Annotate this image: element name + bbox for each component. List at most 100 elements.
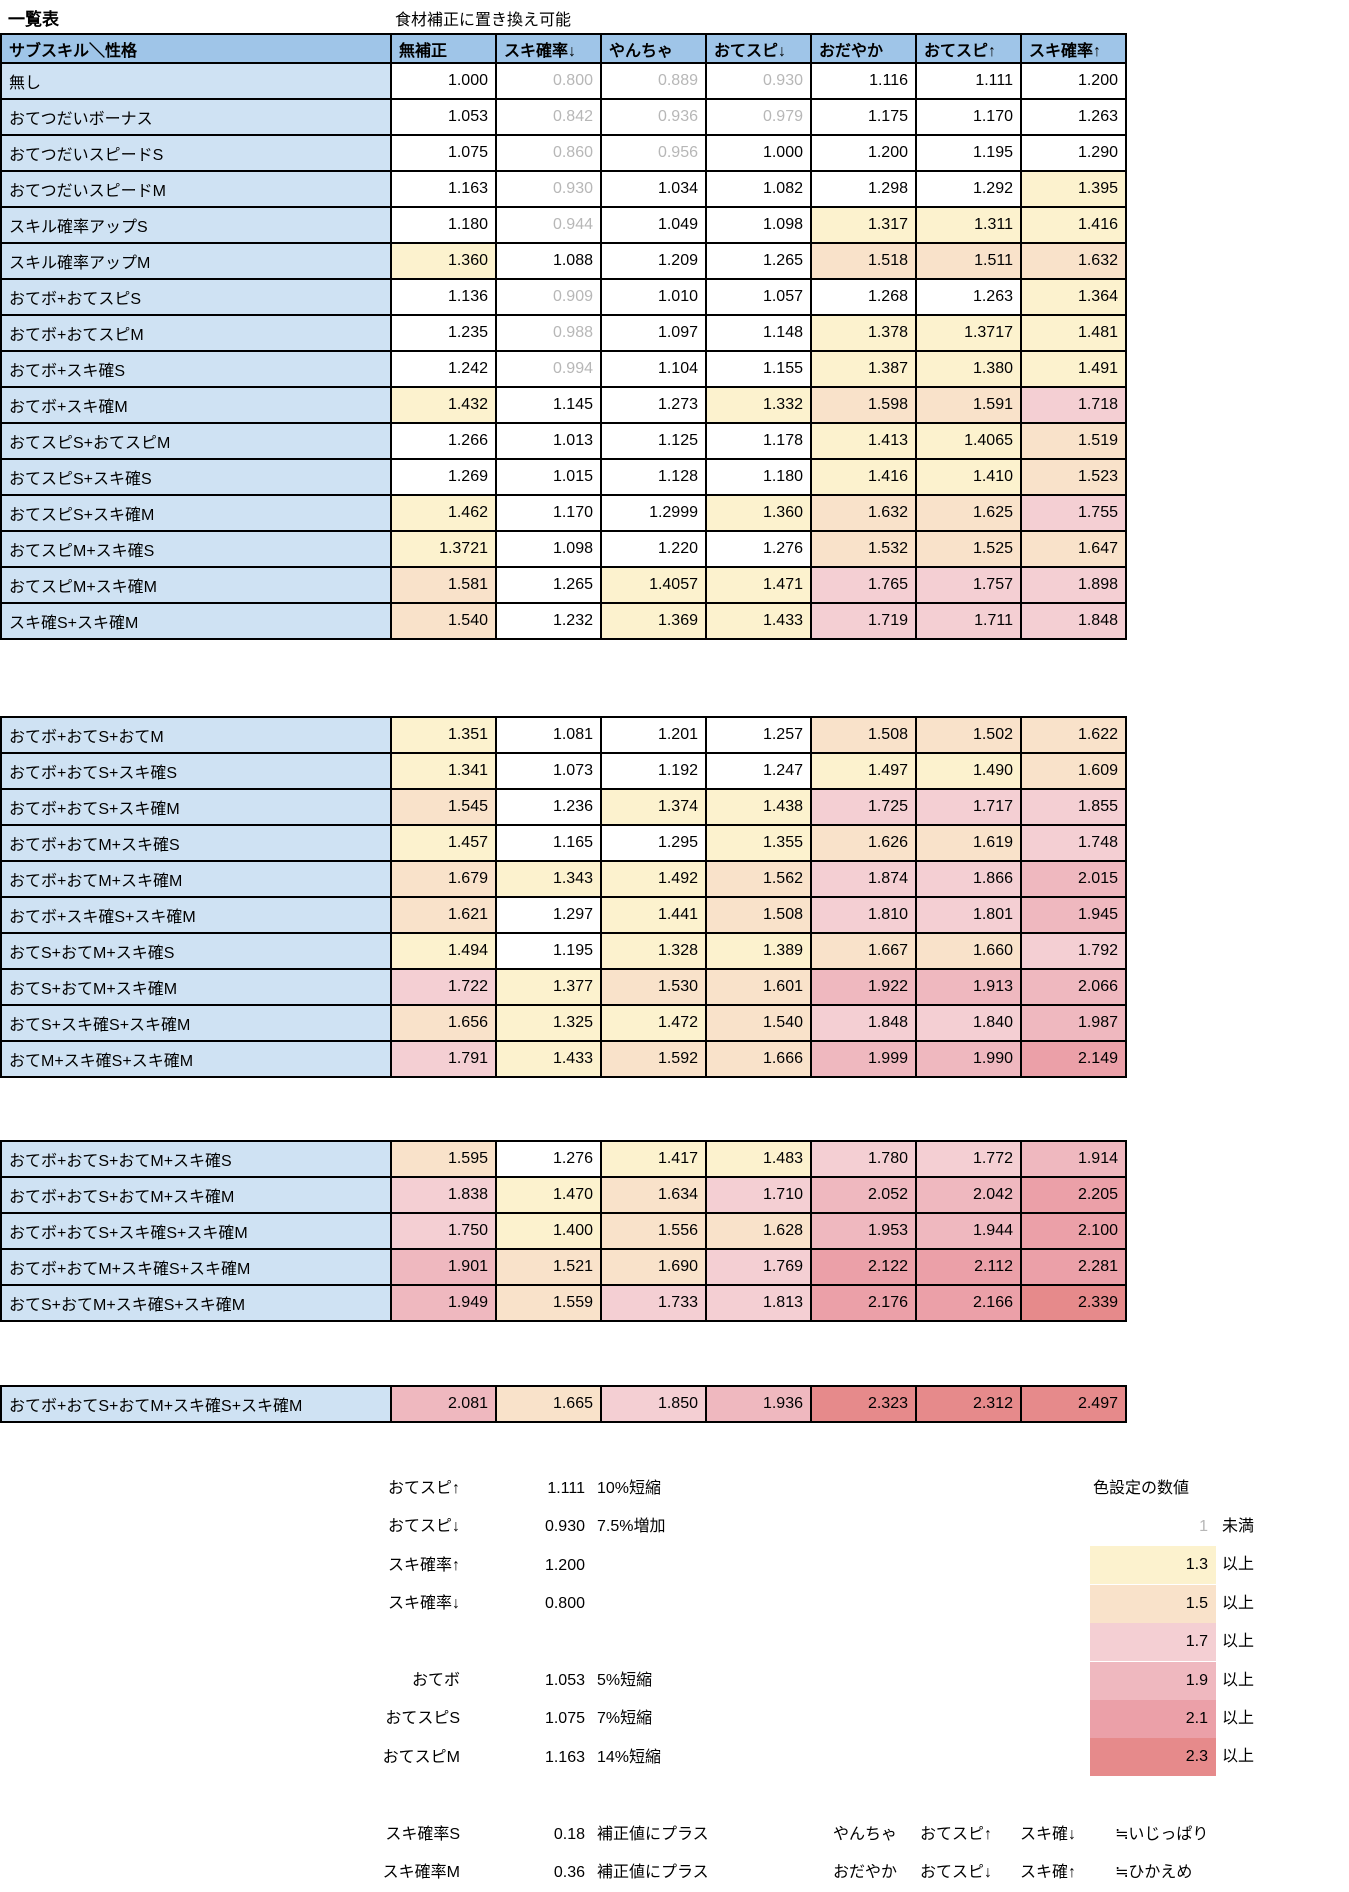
value-cell[interactable]: 1.311 (915, 206, 1022, 244)
value-cell[interactable]: 0.889 (600, 62, 707, 100)
row-label-cell[interactable]: おてスピM+スキ確M (0, 566, 392, 604)
value-cell[interactable]: 1.750 (390, 1212, 497, 1250)
value-cell[interactable]: 2.081 (390, 1385, 497, 1423)
row-label-cell[interactable]: おてつだいスピードM (0, 170, 392, 208)
value-cell[interactable]: 1.195 (915, 134, 1022, 172)
value-cell[interactable]: 1.332 (705, 386, 812, 424)
row-label-cell[interactable]: おてボ+おてスピM (0, 314, 392, 352)
value-cell[interactable]: 1.355 (705, 824, 812, 862)
value-cell[interactable]: 1.634 (600, 1176, 707, 1214)
value-cell[interactable]: 1.416 (810, 458, 917, 496)
value-cell[interactable]: 1.581 (390, 566, 497, 604)
value-cell[interactable]: 1.298 (810, 170, 917, 208)
value-cell[interactable]: 1.540 (705, 1004, 812, 1042)
value-cell[interactable]: 1.395 (1020, 170, 1127, 208)
value-cell[interactable]: 1.178 (705, 422, 812, 460)
value-cell[interactable]: 1.292 (915, 170, 1022, 208)
value-cell[interactable]: 1.780 (810, 1140, 917, 1178)
value-cell[interactable]: 1.343 (495, 860, 602, 898)
value-cell[interactable]: 1.380 (915, 350, 1022, 388)
column-header-cell[interactable]: おてスピ↑ (915, 33, 1022, 64)
value-cell[interactable]: 1.765 (810, 566, 917, 604)
value-cell[interactable]: 1.591 (915, 386, 1022, 424)
row-label-cell[interactable]: おてボ+おてスピS (0, 278, 392, 316)
value-cell[interactable]: 1.987 (1020, 1004, 1127, 1042)
value-cell[interactable]: 1.242 (390, 350, 497, 388)
value-cell[interactable]: 2.323 (810, 1385, 917, 1423)
row-label-cell[interactable]: おてボ+おてS+おてM+スキ確S+スキ確M (0, 1385, 392, 1423)
value-cell[interactable]: 0.930 (495, 170, 602, 208)
value-cell[interactable]: 1.999 (810, 1040, 917, 1078)
value-cell[interactable]: 1.125 (600, 422, 707, 460)
value-cell[interactable]: 2.205 (1020, 1176, 1127, 1214)
value-cell[interactable]: 1.656 (390, 1004, 497, 1042)
value-cell[interactable]: 1.898 (1020, 566, 1127, 604)
value-cell[interactable]: 1.098 (705, 206, 812, 244)
value-cell[interactable]: 1.559 (495, 1284, 602, 1322)
column-header-cell[interactable]: スキ確率↓ (495, 33, 602, 64)
value-cell[interactable]: 1.755 (1020, 494, 1127, 532)
value-cell[interactable]: 1.098 (495, 530, 602, 568)
value-cell[interactable]: 1.236 (495, 788, 602, 826)
value-cell[interactable]: 1.690 (600, 1248, 707, 1286)
value-cell[interactable]: 0.909 (495, 278, 602, 316)
value-cell[interactable]: 1.866 (915, 860, 1022, 898)
value-cell[interactable]: 2.281 (1020, 1248, 1127, 1286)
value-cell[interactable]: 1.209 (600, 242, 707, 280)
value-cell[interactable]: 1.945 (1020, 896, 1127, 934)
row-label-cell[interactable]: おてS+おてM+スキ確S (0, 932, 392, 970)
row-label-cell[interactable]: おてスピS+スキ確S (0, 458, 392, 496)
value-cell[interactable]: 1.508 (810, 716, 917, 754)
value-cell[interactable]: 0.956 (600, 134, 707, 172)
value-cell[interactable]: 1.400 (495, 1212, 602, 1250)
value-cell[interactable]: 1.4065 (915, 422, 1022, 460)
row-label-cell[interactable]: おてスピS+おてスピM (0, 422, 392, 460)
value-cell[interactable]: 1.268 (810, 278, 917, 316)
value-cell[interactable]: 0.800 (495, 62, 602, 100)
value-cell[interactable]: 1.389 (705, 932, 812, 970)
value-cell[interactable]: 1.276 (705, 530, 812, 568)
value-cell[interactable]: 1.922 (810, 968, 917, 1006)
value-cell[interactable]: 1.718 (1020, 386, 1127, 424)
value-cell[interactable]: 1.619 (915, 824, 1022, 862)
value-cell[interactable]: 1.034 (600, 170, 707, 208)
value-cell[interactable]: 1.377 (495, 968, 602, 1006)
value-cell[interactable]: 1.813 (705, 1284, 812, 1322)
value-cell[interactable]: 1.3717 (915, 314, 1022, 352)
value-cell[interactable]: 1.949 (390, 1284, 497, 1322)
value-cell[interactable]: 1.053 (390, 98, 497, 136)
value-cell[interactable]: 1.416 (1020, 206, 1127, 244)
value-cell[interactable]: 0.930 (705, 62, 812, 100)
value-cell[interactable]: 1.387 (810, 350, 917, 388)
value-cell[interactable]: 1.235 (390, 314, 497, 352)
value-cell[interactable]: 1.263 (1020, 98, 1127, 136)
row-label-cell[interactable]: スキル確率アップM (0, 242, 392, 280)
value-cell[interactable]: 0.860 (495, 134, 602, 172)
value-cell[interactable]: 1.679 (390, 860, 497, 898)
value-cell[interactable]: 1.523 (1020, 458, 1127, 496)
value-cell[interactable]: 1.665 (495, 1385, 602, 1423)
value-cell[interactable]: 1.491 (1020, 350, 1127, 388)
value-cell[interactable]: 1.438 (705, 788, 812, 826)
value-cell[interactable]: 1.295 (600, 824, 707, 862)
value-cell[interactable]: 1.015 (495, 458, 602, 496)
value-cell[interactable]: 2.312 (915, 1385, 1022, 1423)
value-cell[interactable]: 1.725 (810, 788, 917, 826)
value-cell[interactable]: 1.273 (600, 386, 707, 424)
value-cell[interactable]: 1.180 (390, 206, 497, 244)
value-cell[interactable]: 1.4057 (600, 566, 707, 604)
column-header-cell[interactable]: スキ確率↑ (1020, 33, 1127, 64)
value-cell[interactable]: 1.556 (600, 1212, 707, 1250)
value-cell[interactable]: 1.200 (810, 134, 917, 172)
value-cell[interactable]: 1.3721 (390, 530, 497, 568)
row-label-cell[interactable]: おてS+スキ確S+スキ確M (0, 1004, 392, 1042)
value-cell[interactable]: 1.609 (1020, 752, 1127, 790)
value-cell[interactable]: 1.494 (390, 932, 497, 970)
value-cell[interactable]: 1.165 (495, 824, 602, 862)
value-cell[interactable]: 1.170 (495, 494, 602, 532)
row-label-cell[interactable]: おてボ+おてM+スキ確S+スキ確M (0, 1248, 392, 1286)
value-cell[interactable]: 1.297 (495, 896, 602, 934)
row-label-cell[interactable]: おてスピS+スキ確M (0, 494, 392, 532)
value-cell[interactable]: 1.433 (705, 602, 812, 640)
column-header-cell[interactable]: やんちゃ (600, 33, 707, 64)
